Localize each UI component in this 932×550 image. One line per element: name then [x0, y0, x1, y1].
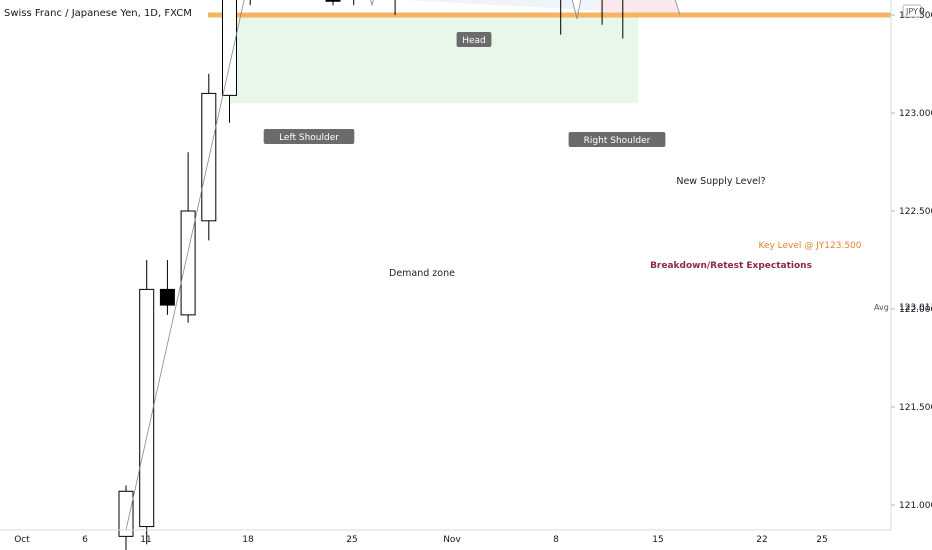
x-tick-label: 25	[346, 535, 357, 545]
zones-layer	[208, 0, 891, 104]
breakdown-label: Breakdown/Retest Expectations	[650, 261, 812, 271]
key-level-band	[208, 12, 891, 18]
candle-down	[325, 0, 341, 2]
avg-label: Avg	[874, 303, 889, 312]
overlay-layer: Left Shoulder Head Right Shoulder Demand zo…	[125, 0, 862, 531]
candle-up	[180, 210, 196, 316]
head-label-bg	[456, 32, 492, 47]
x-tick-label: 15	[652, 535, 663, 545]
candles-layer	[118, 0, 624, 550]
key-level-label: Key Level @ JY123.500	[758, 241, 861, 251]
time-axis[interactable]: Oct 6 11 18 25 Nov 8 15 22 25	[14, 535, 828, 545]
left-shoulder-label-bg	[263, 129, 355, 144]
price-tag-top: 0	[919, 7, 925, 17]
y-tick-label: 123.000	[899, 109, 932, 119]
price-axis[interactable]: 125.500125.000124.500124.000123.500123.0…	[891, 0, 932, 511]
y-tick-label: 121.500	[899, 403, 932, 413]
x-tick-label: 11	[140, 535, 151, 545]
x-tick-label: 25	[816, 535, 827, 545]
currency-badge-label: JPY	[905, 7, 918, 16]
right-shoulder-label-bg	[568, 132, 666, 147]
trend-line	[125, 0, 245, 531]
supply-zone-label: New Supply Level?	[676, 176, 765, 187]
x-tick-label: 8	[553, 535, 559, 545]
right-shoulder-label: Right Shoulder	[584, 136, 651, 146]
x-tick-label: Nov	[443, 535, 461, 545]
x-tick-label: Oct	[14, 535, 30, 545]
head-label: Head	[462, 36, 486, 46]
demand-zone-label: Demand zone	[389, 268, 455, 279]
demand-zone	[230, 15, 638, 104]
candle-up	[222, 0, 237, 96]
x-tick-label: 22	[756, 535, 767, 545]
right-shoulder-fill	[600, 0, 680, 15]
candle-up	[139, 288, 155, 528]
y-tick-label: 122.000	[899, 305, 932, 315]
candle-down	[159, 288, 175, 306]
candle-up	[118, 490, 134, 537]
left-shoulder-label: Left Shoulder	[279, 133, 339, 143]
x-tick-label: 6	[82, 535, 88, 545]
x-tick-label: 18	[242, 535, 254, 545]
avg-value: 123.011	[899, 303, 932, 313]
currency-badge[interactable]: JPY	[902, 4, 922, 18]
y-tick-label: 121.000	[899, 501, 932, 511]
y-tick-label: 122.500	[899, 207, 932, 217]
chart-title: Swiss Franc / Japanese Yen, 1D, FXCM	[4, 8, 192, 19]
